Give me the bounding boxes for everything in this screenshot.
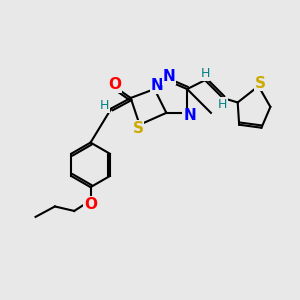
Text: N: N xyxy=(162,69,175,84)
Text: O: O xyxy=(108,77,121,92)
Text: S: S xyxy=(133,121,144,136)
Text: N: N xyxy=(151,78,164,93)
Text: H: H xyxy=(200,67,210,80)
Text: O: O xyxy=(84,196,97,211)
Text: H: H xyxy=(218,98,227,111)
Text: H: H xyxy=(100,99,110,112)
Text: N: N xyxy=(183,108,196,123)
Text: S: S xyxy=(254,76,266,91)
